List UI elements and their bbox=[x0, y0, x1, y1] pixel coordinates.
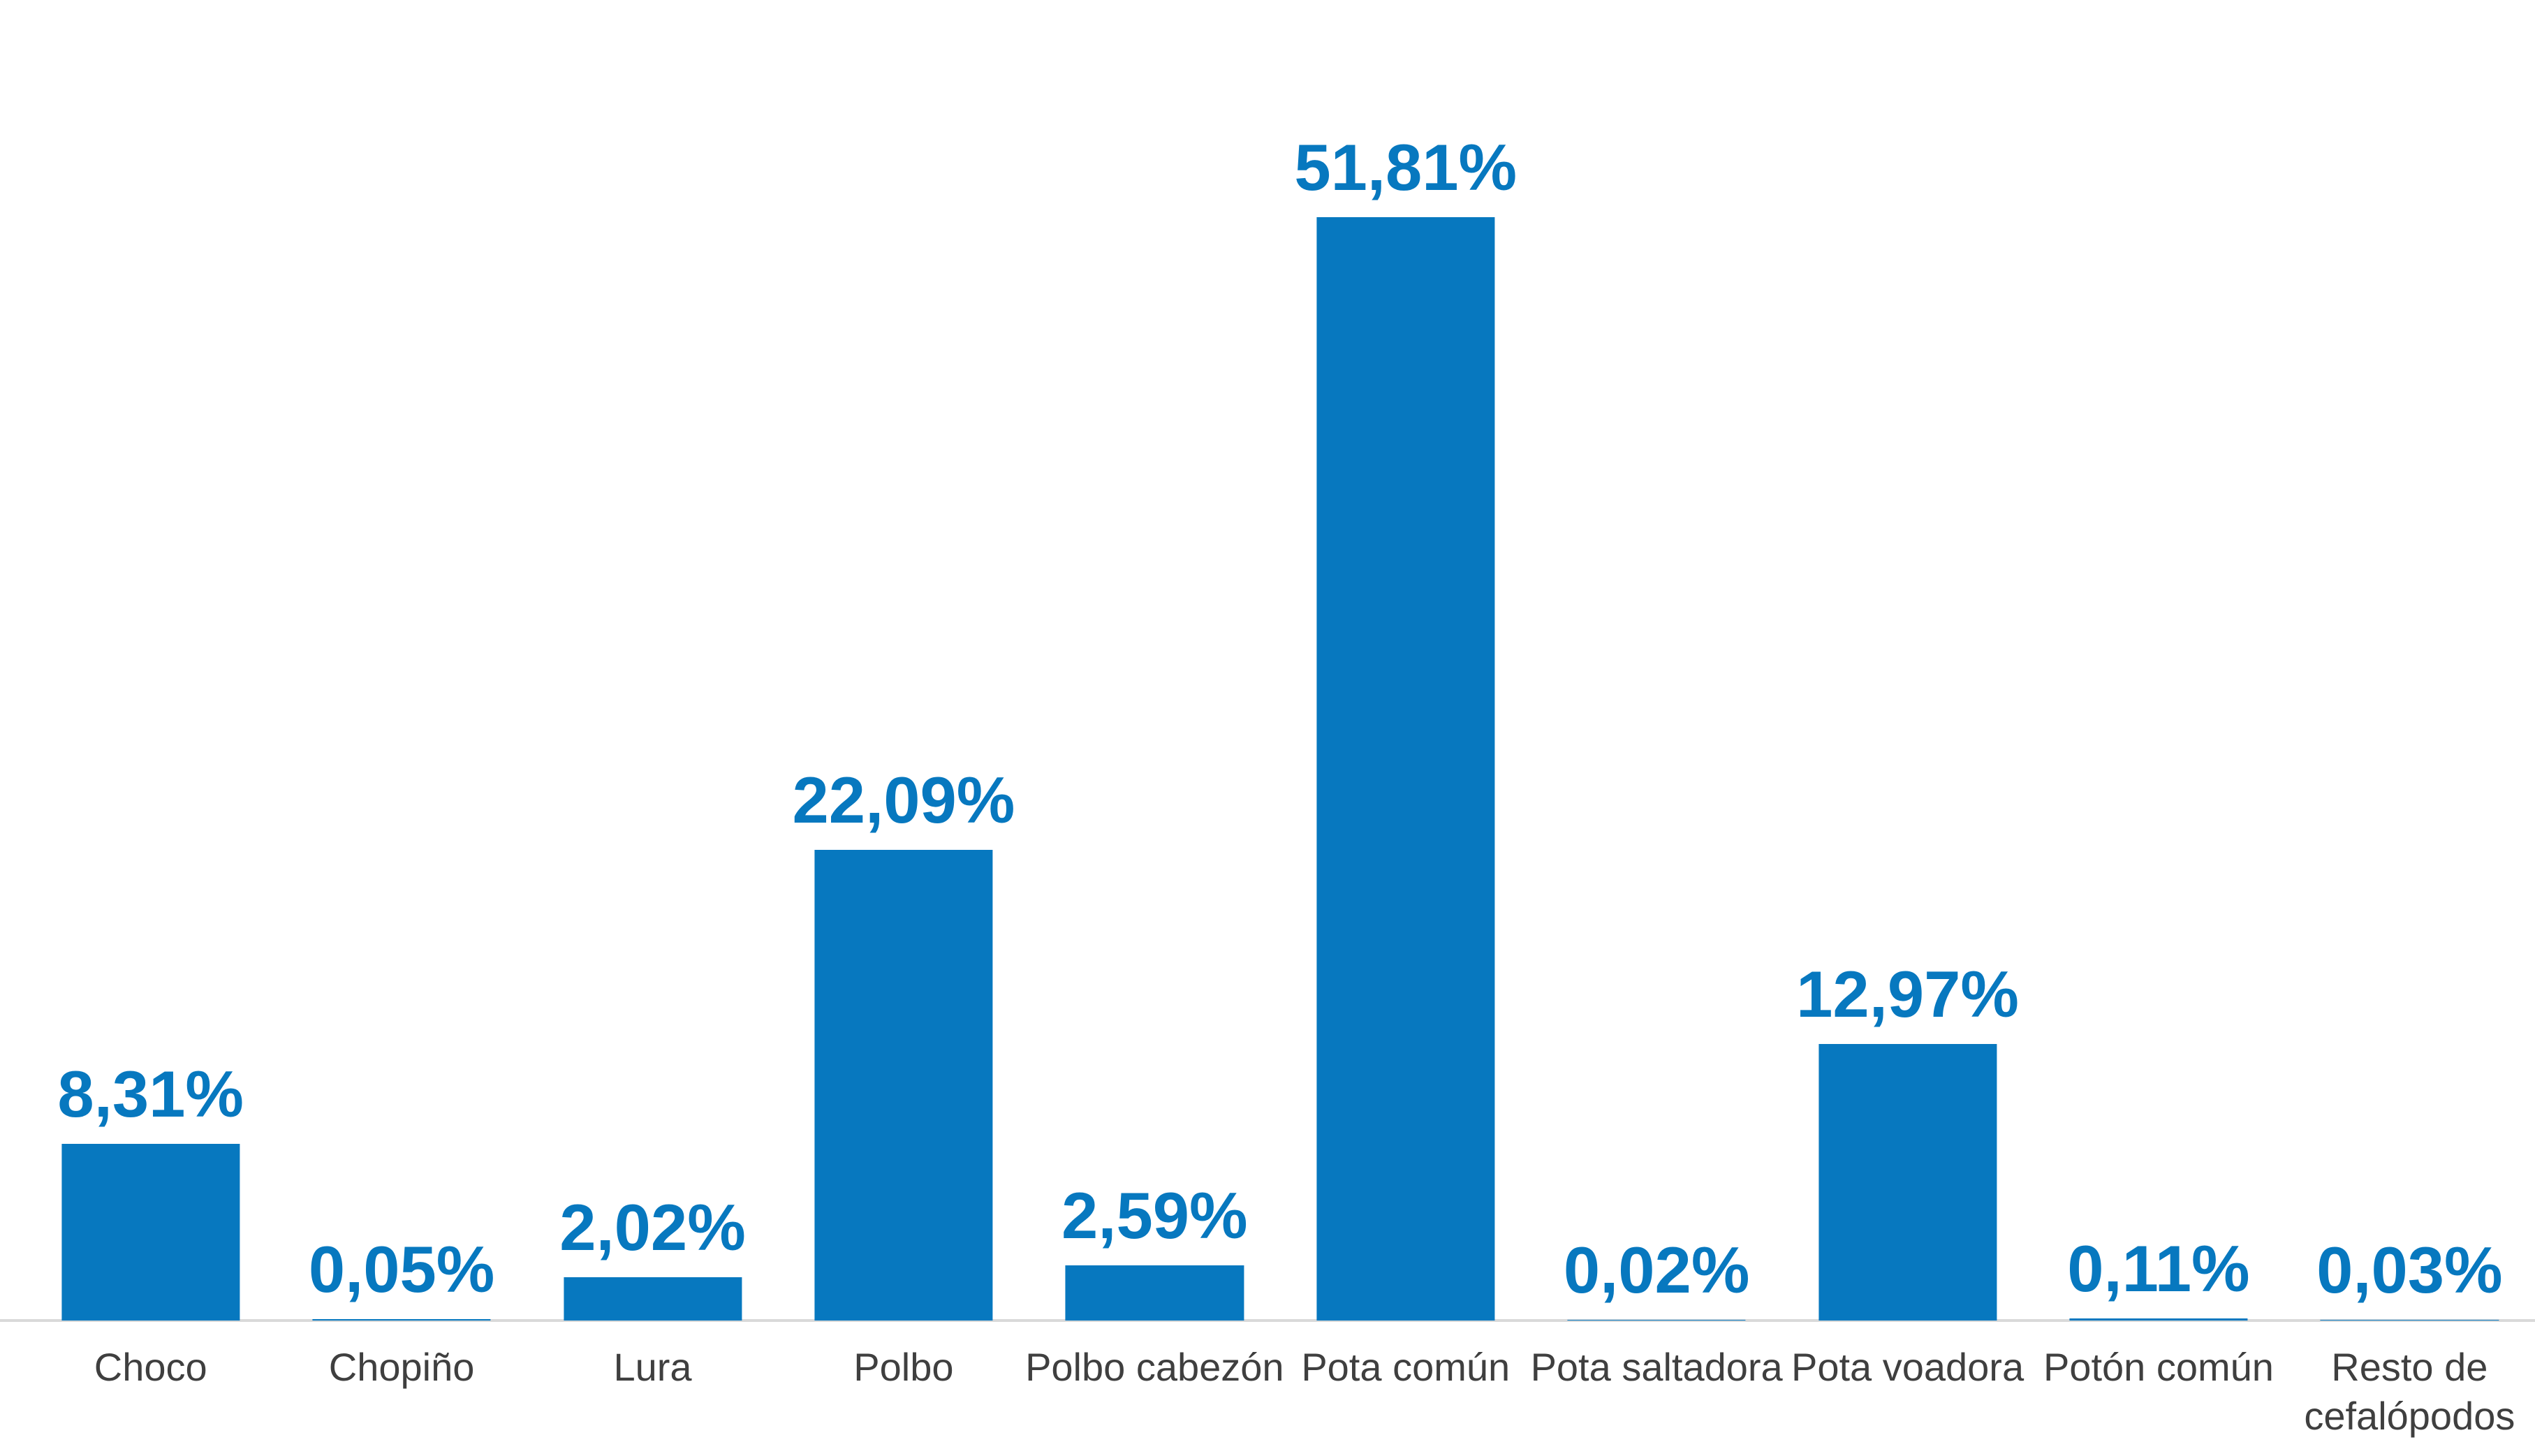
bar-value-label: 2,02% bbox=[559, 1191, 746, 1265]
category-label: Lura bbox=[613, 1345, 692, 1389]
bar-value-label: 0,11% bbox=[2067, 1231, 2250, 1305]
bar bbox=[1818, 1044, 1997, 1321]
bar-value-label: 0,02% bbox=[1563, 1233, 1750, 1307]
bar-column: 8,31% Choco bbox=[25, 0, 276, 1389]
bar-column: 0,05% Chopiño bbox=[276, 0, 527, 1389]
bar bbox=[1316, 216, 1495, 1321]
bar-column: 0,03% Resto de cefalópodos bbox=[2284, 0, 2535, 1438]
bar bbox=[2320, 1320, 2499, 1321]
category-label: Choco bbox=[94, 1345, 207, 1389]
bar-columns: 8,31% Choco 0,05% Chopiño 2,02% Lura 22,… bbox=[25, 0, 2535, 1438]
bar-value-label: 2,59% bbox=[1061, 1179, 1248, 1253]
category-label: Resto de cefalópodos bbox=[2304, 1345, 2515, 1438]
bar-column: 0,02% Pota saltadora bbox=[1531, 0, 1783, 1389]
bar-value-label: 8,31% bbox=[57, 1057, 244, 1131]
bar-column: 22,09% Polbo bbox=[778, 0, 1029, 1389]
category-label: Polbo cabezón bbox=[1025, 1345, 1284, 1389]
category-label: Polbo bbox=[853, 1345, 954, 1389]
bar-column: 0,11% Potón común bbox=[2033, 0, 2284, 1389]
category-label: Pota saltadora bbox=[1530, 1345, 1783, 1389]
plot-area: 8,31% Choco 0,05% Chopiño 2,02% Lura 22,… bbox=[25, 0, 2535, 1438]
bar-value-label: 12,97% bbox=[1796, 957, 2019, 1031]
bar-value-label: 22,09% bbox=[792, 763, 1015, 837]
x-axis-line bbox=[0, 1319, 2535, 1322]
bar-value-label: 0,03% bbox=[2316, 1233, 2503, 1307]
bar-value-label: 51,81% bbox=[1294, 130, 1518, 204]
bar-value-label: 0,05% bbox=[308, 1233, 495, 1307]
category-label: Pota voadora bbox=[1791, 1345, 2025, 1389]
bar-column: 2,59% Polbo cabezón bbox=[1025, 0, 1284, 1389]
bar bbox=[1065, 1265, 1244, 1321]
bar-column: 12,97% Pota voadora bbox=[1782, 0, 2033, 1389]
category-label: Potón común bbox=[2043, 1345, 2274, 1389]
bar bbox=[563, 1277, 742, 1321]
category-label: Chopiño bbox=[328, 1345, 475, 1389]
bar-column: 2,02% Lura bbox=[527, 0, 778, 1389]
bar bbox=[814, 850, 993, 1321]
bar bbox=[2069, 1318, 2248, 1321]
bar bbox=[312, 1319, 491, 1321]
category-label: Pota común bbox=[1301, 1345, 1511, 1389]
bar-column: 51,81% Pota común bbox=[1280, 0, 1531, 1389]
bar bbox=[1567, 1320, 1746, 1321]
bar bbox=[61, 1143, 240, 1321]
